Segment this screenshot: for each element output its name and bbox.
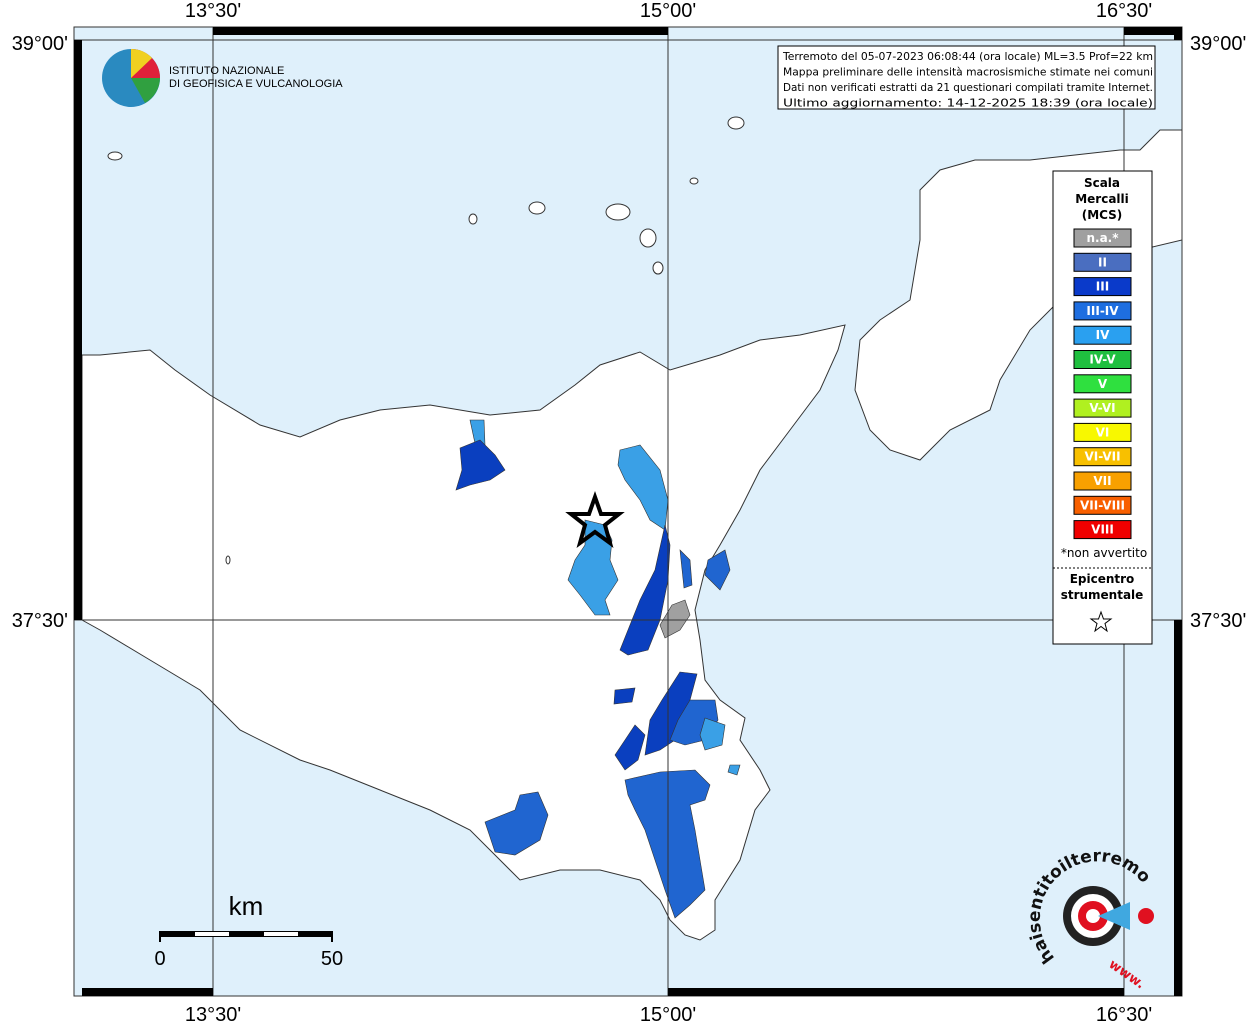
legend-label: III-IV bbox=[1086, 304, 1119, 318]
legend-note: *non avvertito bbox=[1061, 546, 1147, 560]
legend-swatch bbox=[1073, 398, 1132, 418]
lat-label: 39°00' bbox=[1190, 33, 1246, 55]
legend-label: VII-VIII bbox=[1080, 498, 1125, 512]
legend-label: III bbox=[1096, 280, 1109, 294]
legend-swatch bbox=[1073, 495, 1132, 515]
legend-swatch bbox=[1073, 325, 1132, 345]
watermark-logo bbox=[1063, 886, 1154, 946]
institute-name: DI GEOFISICA E VULCANOLOGIA bbox=[169, 78, 343, 90]
legend-label: V-VI bbox=[1089, 401, 1115, 415]
legend-epicenter: strumentale bbox=[1061, 588, 1144, 602]
legend-swatch bbox=[1073, 350, 1132, 369]
lon-label: 16°30' bbox=[1096, 0, 1152, 22]
lon-label: 15°00' bbox=[640, 0, 696, 22]
info-line: Dati non verificati estratti da 21 quest… bbox=[783, 81, 1153, 94]
epicenter-star bbox=[565, 490, 625, 549]
info-box bbox=[777, 45, 1156, 110]
legend-title: Scala bbox=[1084, 176, 1120, 190]
legend-swatch bbox=[1073, 520, 1132, 540]
frame-bars bbox=[74, 27, 1182, 996]
legend-label: II bbox=[1098, 255, 1107, 269]
scale-tick: 0 bbox=[154, 948, 165, 970]
legend-label: IV bbox=[1096, 328, 1110, 342]
lon-label: 15°00' bbox=[640, 1004, 696, 1024]
info-line: Ultimo aggiornamento: 14-12-2025 18:39 (… bbox=[783, 97, 1153, 110]
legend-label: V bbox=[1098, 377, 1108, 391]
legend-swatch bbox=[1073, 447, 1132, 467]
legend-label: VI-VII bbox=[1084, 450, 1120, 464]
legend-label: VI bbox=[1096, 425, 1110, 439]
info-line: Mappa preliminare delle intensità macros… bbox=[783, 66, 1153, 79]
legend-swatch bbox=[1073, 471, 1132, 491]
legend-swatch bbox=[1073, 301, 1132, 321]
legend-title: Mercalli bbox=[1075, 192, 1129, 206]
legend-title: (MCS) bbox=[1082, 208, 1123, 222]
info-line: Terremoto del 05-07-2023 06:08:44 (ora l… bbox=[782, 50, 1153, 63]
legend-label: n.a.* bbox=[1086, 231, 1119, 245]
legend-label: IV-V bbox=[1089, 353, 1116, 367]
scale-tick: 50 bbox=[321, 948, 343, 970]
ingv-logo bbox=[102, 49, 160, 107]
lon-label: 13°30' bbox=[185, 1004, 241, 1024]
lon-label: 16°30' bbox=[1096, 1004, 1152, 1024]
legend-star bbox=[1089, 610, 1113, 633]
institute-name: ISTITUTO NAZIONALE bbox=[169, 65, 284, 77]
legend-epicenter: Epicentro bbox=[1070, 572, 1135, 586]
scale-bar bbox=[159, 931, 333, 942]
lat-label: 39°00' bbox=[12, 33, 68, 55]
lon-label: 13°30' bbox=[185, 0, 241, 22]
legend-swatch bbox=[1073, 252, 1132, 272]
legend-label: VIII bbox=[1091, 523, 1114, 537]
legend-swatch bbox=[1073, 422, 1132, 442]
islands bbox=[107, 116, 745, 565]
legend-swatch bbox=[1073, 228, 1132, 248]
lat-label: 37°30' bbox=[1190, 610, 1246, 632]
scale-unit: km bbox=[229, 891, 264, 921]
legend-swatch bbox=[1073, 277, 1132, 297]
legend-label: VII bbox=[1093, 474, 1111, 488]
legend-swatch bbox=[1073, 374, 1132, 394]
lat-label: 37°30' bbox=[12, 610, 68, 632]
